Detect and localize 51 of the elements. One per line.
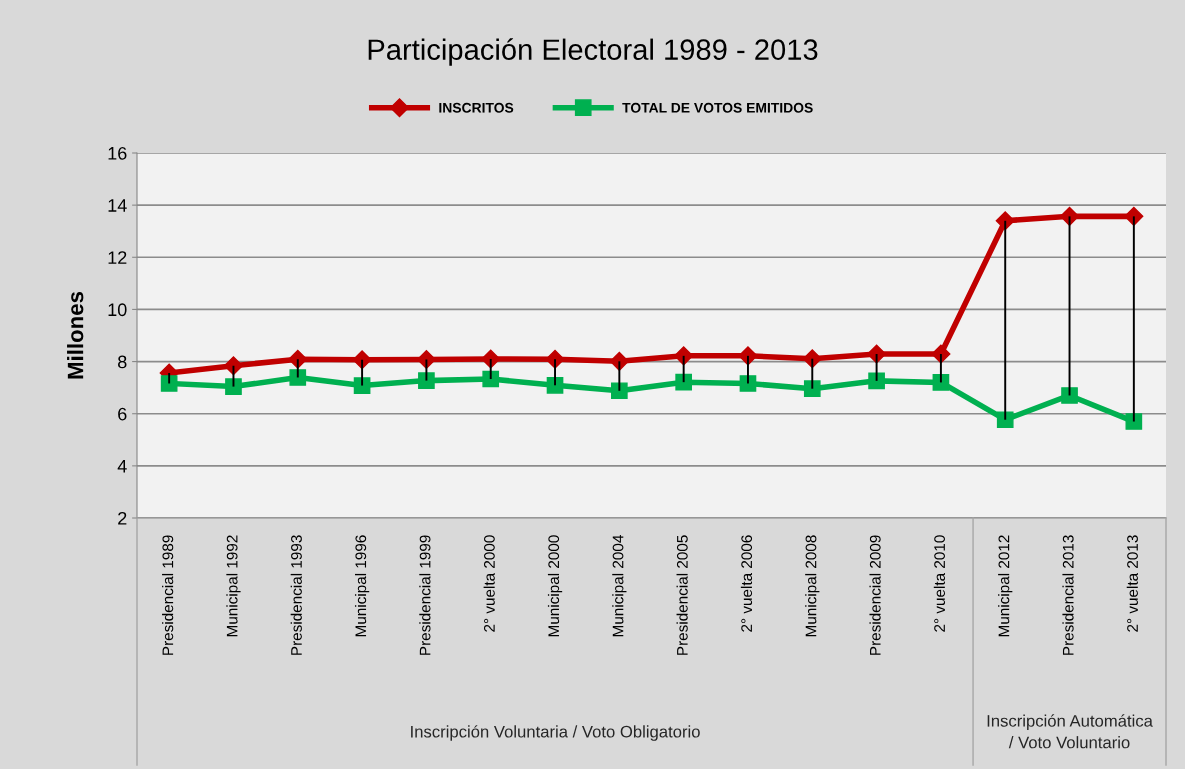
point	[160, 375, 178, 392]
point	[481, 349, 501, 369]
point	[418, 372, 435, 389]
point	[546, 376, 564, 394]
text: Inscripción Voluntaria / Voto Obligatorio	[411, 725, 700, 741]
x-tick-label: Presidencial 2013	[1062, 535, 1074, 655]
x-tick-label: Municipal 2008	[805, 535, 820, 637]
legend-label: INSCRITOS	[439, 102, 514, 113]
x-tick-label: Municipal 1992	[226, 535, 241, 637]
point	[996, 411, 1014, 429]
point	[802, 349, 822, 369]
y-tick-label: 4	[117, 459, 127, 473]
point	[739, 375, 757, 392]
x-tick-label: 2° vuelta 2000	[483, 535, 495, 632]
text: Inscripción Automática / Voto Voluntario	[987, 714, 1153, 749]
point	[1059, 206, 1080, 226]
x-tick-label: 2° vuelta 2013	[1126, 535, 1138, 632]
x-tick-label: Municipal 2012	[998, 535, 1013, 637]
point	[289, 369, 307, 386]
point	[675, 373, 692, 391]
point	[225, 378, 242, 395]
point	[1124, 206, 1144, 226]
point	[609, 351, 629, 371]
y-axis-title: Millones	[67, 291, 84, 379]
x-tick-label: 2° vuelta 2006	[740, 535, 753, 632]
x-tick-label: Municipal 2004	[612, 535, 627, 637]
point	[932, 374, 950, 391]
y-tick-label: 6	[118, 407, 127, 421]
y-tick-label: 2	[118, 511, 127, 525]
y-tick-label: 10	[108, 303, 127, 317]
point	[803, 380, 821, 398]
point	[868, 372, 885, 390]
chart-title: Participación Electoral 1989 - 2013	[368, 38, 818, 66]
y-tick-label: 16	[108, 146, 127, 160]
point	[1125, 413, 1143, 430]
x-tick-label: Municipal 1996	[354, 535, 370, 637]
x-tick-label: Presidencial 1993	[290, 535, 302, 655]
y-tick-label: 8	[118, 355, 127, 369]
point	[611, 382, 628, 400]
y-tick-label: 12	[108, 251, 127, 264]
x-tick-label: Presidencial 1989	[162, 535, 174, 655]
point	[353, 377, 371, 394]
x-tick-label: Presidencial 2009	[869, 535, 881, 655]
x-tick-label: 2° vuelta 2010	[933, 535, 946, 632]
point	[1061, 387, 1078, 404]
y-tick-label: 14	[108, 199, 127, 212]
x-tick-label: Presidencial 2005	[676, 535, 688, 655]
point	[482, 370, 500, 388]
legend-label: TOTAL DE VOTOS EMITIDOS	[622, 102, 813, 113]
x-tick-label: Municipal 2000	[547, 535, 563, 637]
x-tick-label: Presidencial 1999	[419, 535, 431, 655]
